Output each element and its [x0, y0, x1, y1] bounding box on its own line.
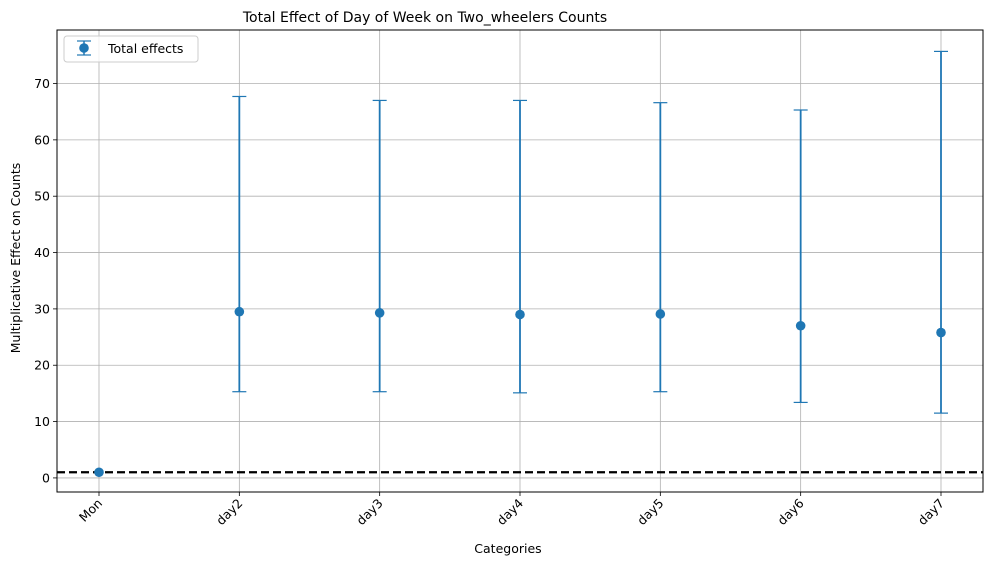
data-point [655, 309, 666, 319]
data-point [94, 467, 104, 478]
y-tick-label: 40 [34, 245, 50, 260]
y-ticks: 0 10 20 30 40 50 60 70 [34, 76, 57, 485]
x-tick-label: day3 [353, 496, 385, 528]
x-tick-label: day2 [213, 496, 245, 528]
data-point [936, 327, 946, 338]
chart-title: Total Effect of Day of Week on Two_wheel… [242, 10, 607, 26]
y-tick-label: 50 [34, 189, 50, 204]
error-bars [232, 50, 948, 414]
data-points [94, 306, 946, 478]
x-axis-label: Categories [474, 541, 541, 556]
legend-point [79, 43, 89, 53]
data-point [234, 306, 245, 317]
x-tick-label: day5 [634, 496, 666, 528]
x-ticks: Mon day2 day3 day4 day5 day6 day7 [76, 492, 947, 528]
legend-errorbar-marker [77, 40, 91, 56]
legend: Total effects [63, 35, 199, 63]
y-axis-label: Multiplicative Effect on Counts [8, 163, 23, 354]
data-point [795, 320, 806, 331]
legend-box [63, 35, 199, 63]
y-tick-label: 60 [34, 132, 50, 147]
x-tick-label: day7 [915, 496, 947, 528]
x-tick-label: day6 [774, 495, 807, 528]
x-tick-label: Mon [76, 496, 105, 525]
y-tick-label: 70 [34, 76, 50, 91]
x-tick-label: day4 [494, 495, 527, 528]
y-tick-label: 0 [42, 470, 50, 485]
y-tick-label: 10 [34, 414, 50, 429]
data-point [515, 309, 525, 320]
data-point [374, 308, 385, 318]
y-tick-label: 20 [34, 358, 50, 373]
legend-label: Total effects [107, 41, 183, 56]
y-tick-label: 30 [34, 301, 50, 316]
